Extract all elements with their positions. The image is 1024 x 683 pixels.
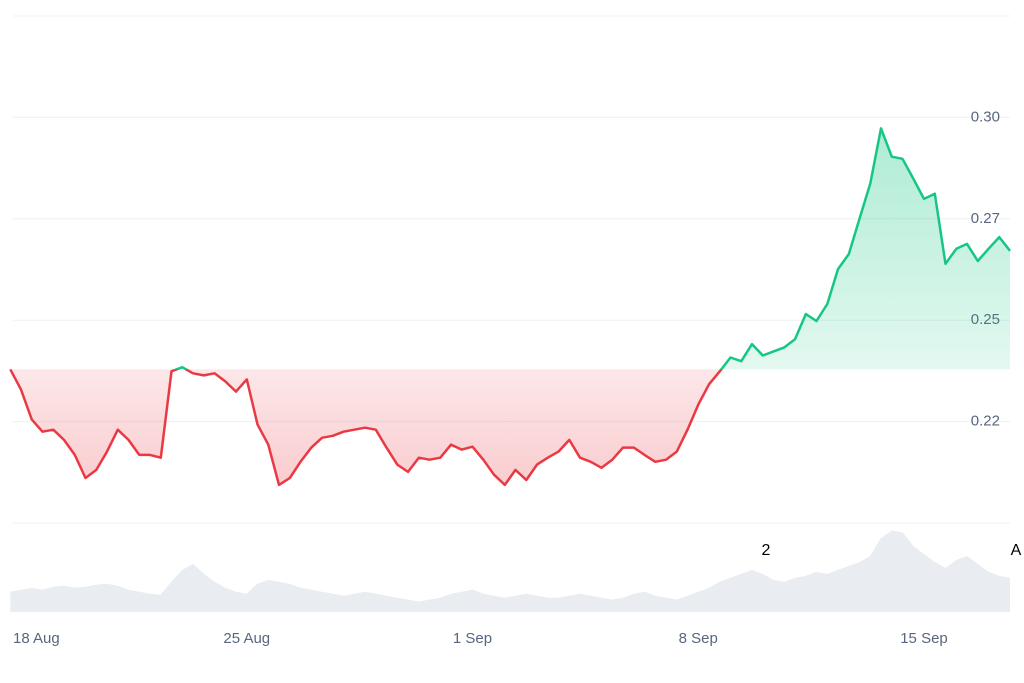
price-line (9, 127, 1011, 487)
y-tick-label: 0.27 (971, 210, 1000, 227)
x-tick-label: 18 Aug (13, 630, 60, 647)
annotation: A (1011, 542, 1022, 559)
y-tick-label: 0.22 (971, 413, 1000, 430)
volume-area (10, 530, 1011, 612)
y-tick-label: 0.30 (971, 108, 1000, 125)
x-tick-label: 1 Sep (453, 630, 492, 647)
price-area (10, 128, 1011, 485)
x-tick-label: 25 Aug (223, 630, 270, 647)
x-tick-label: 8 Sep (679, 630, 718, 647)
volume-line (10, 530, 1011, 603)
annotation: 2 (762, 542, 771, 559)
x-tick-label: 15 Sep (900, 630, 948, 647)
